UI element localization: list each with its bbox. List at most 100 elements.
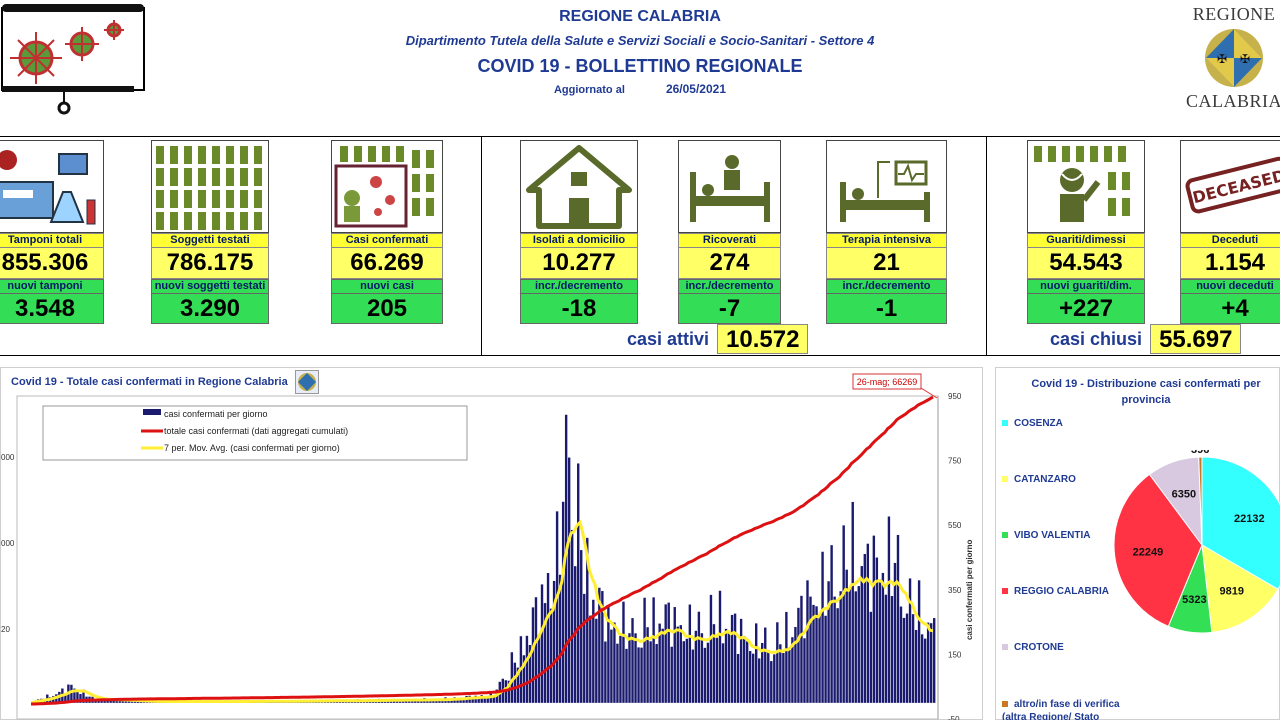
legend-label: totale casi confermati (dati aggregati c… <box>164 426 348 436</box>
y-tick-label: 000 <box>1 539 15 548</box>
daily-case-bar <box>857 586 860 703</box>
person-figure <box>184 145 192 164</box>
daily-case-bar <box>755 623 758 703</box>
virus-logo <box>0 0 150 118</box>
daily-case-bar <box>739 618 743 703</box>
region-title: REGIONE CALABRIA <box>559 8 721 25</box>
y2-tick-label: -50 <box>948 715 960 720</box>
daily-case-bar <box>679 625 682 703</box>
svg-text:✠: ✠ <box>1240 52 1250 66</box>
daily-case-bar <box>896 534 900 703</box>
home-icon <box>520 140 638 233</box>
person-figure <box>170 211 178 230</box>
daily-case-bar <box>525 635 529 703</box>
logo-text-bottom: CALABRIA <box>1185 91 1280 111</box>
infected-person-icon <box>331 140 443 233</box>
person-figure <box>184 167 192 186</box>
terapia-new-value: -1 <box>826 294 947 324</box>
daily-case-bar <box>604 641 607 703</box>
updated-label: Aggiornato al <box>553 84 625 96</box>
region-shield-icon: ✠ ✠ <box>1205 29 1263 87</box>
legend-reggio: REGGIO CALABRIA <box>1002 586 1109 597</box>
isolati-label: Isolati a domicilio <box>520 233 638 248</box>
casi-attivi-value: 10.572 <box>717 324 809 354</box>
daily-case-bar <box>592 599 595 703</box>
daily-case-bar <box>893 562 897 703</box>
daily-case-bar <box>782 652 785 703</box>
person-figure <box>254 189 262 208</box>
cumulative-cases-line <box>31 395 934 706</box>
chart-legend: casi confermati per giorno totale casi co… <box>42 405 468 461</box>
hospital-bed-icon <box>678 140 781 233</box>
daily-case-bar <box>773 654 776 703</box>
daily-case-bar <box>561 501 565 703</box>
card-soggetti: Soggetti testati 786.175 nuovi soggetti … <box>151 140 269 324</box>
daily-case-bar <box>703 647 707 703</box>
person-figure <box>198 211 206 230</box>
daily-case-bar <box>742 636 746 703</box>
person-figure <box>212 189 220 208</box>
daily-case-bar <box>456 698 459 703</box>
daily-case-bar <box>492 695 495 703</box>
daily-case-bar <box>881 572 885 703</box>
daily-case-bar <box>115 700 118 703</box>
icu-bed-icon <box>826 140 947 233</box>
pie-value-label: 9819 <box>1220 586 1244 598</box>
daily-case-bar <box>926 622 930 703</box>
daily-case-bar <box>712 624 716 703</box>
daily-case-bar <box>929 623 933 703</box>
daily-case-bar <box>770 661 773 703</box>
region-calabria-logo: REGIONE ✠ ✠ CALABRIA <box>1184 4 1280 116</box>
daily-case-bar <box>634 633 637 703</box>
bulletin-header: REGIONE CALABRIA Dipartimento Tutela del… <box>0 0 1280 134</box>
daily-case-bar <box>534 597 538 703</box>
daily-case-bar <box>664 604 667 703</box>
annotation-pointer <box>920 387 938 399</box>
daily-case-bar <box>863 554 866 703</box>
person-figure <box>240 167 248 186</box>
cards-bottom-divider <box>0 355 1280 356</box>
daily-case-bar <box>917 580 921 703</box>
daily-case-bar <box>631 618 634 703</box>
province-pie-chart: 22132 9819 5323 22249 6350 396 <box>1114 450 1280 634</box>
legend-label: casi confermati per giorno <box>164 409 268 419</box>
daily-case-bar <box>797 607 800 703</box>
ricoverati-label: Ricoverati <box>678 233 781 248</box>
daily-case-bar <box>733 613 737 703</box>
daily-case-bar <box>902 617 906 703</box>
person-figure <box>156 145 164 164</box>
pie-value-label: 5323 <box>1182 594 1206 606</box>
recovered-person-icon <box>1027 140 1145 233</box>
daily-case-bar <box>836 608 839 703</box>
cases-trend-chart-panel: Covid 19 - Totale casi confermati in Reg… <box>0 367 983 720</box>
daily-case-bar <box>839 591 842 703</box>
daily-case-bar <box>676 626 679 703</box>
casi-value: 66.269 <box>331 248 443 279</box>
daily-case-bar <box>878 579 882 703</box>
card-terapia: Terapia intensiva 21 incr./decremento -1 <box>826 140 947 324</box>
ricoverati-new-label: incr./decremento <box>678 279 781 294</box>
daily-case-bar <box>736 653 740 703</box>
daily-case-bar <box>555 511 559 703</box>
daily-case-bar <box>730 614 734 703</box>
daily-case-bar <box>842 525 845 703</box>
daily-case-bar <box>537 634 541 703</box>
y-tick-label: 000 <box>1 453 15 462</box>
daily-case-bar <box>866 543 870 703</box>
daily-case-bar <box>824 615 827 703</box>
deceduti-value: 1.154 <box>1180 248 1280 279</box>
daily-case-bar <box>121 699 124 703</box>
person-figure <box>240 211 248 230</box>
daily-case-bar <box>751 653 755 703</box>
daily-case-bar <box>848 588 851 703</box>
daily-case-bar <box>764 627 767 703</box>
terapia-label: Terapia intensiva <box>826 233 947 248</box>
tamponi-new-label: nuovi tamponi <box>0 279 104 294</box>
daily-case-bar <box>477 697 480 703</box>
daily-case-bar <box>673 607 676 703</box>
daily-case-bar <box>486 695 489 703</box>
soggetti-new-value: 3.290 <box>151 294 269 324</box>
daily-case-bar <box>670 646 673 703</box>
card-ricoverati: Ricoverati 274 incr./decremento -7 <box>678 140 781 324</box>
annotation-box <box>852 373 922 390</box>
